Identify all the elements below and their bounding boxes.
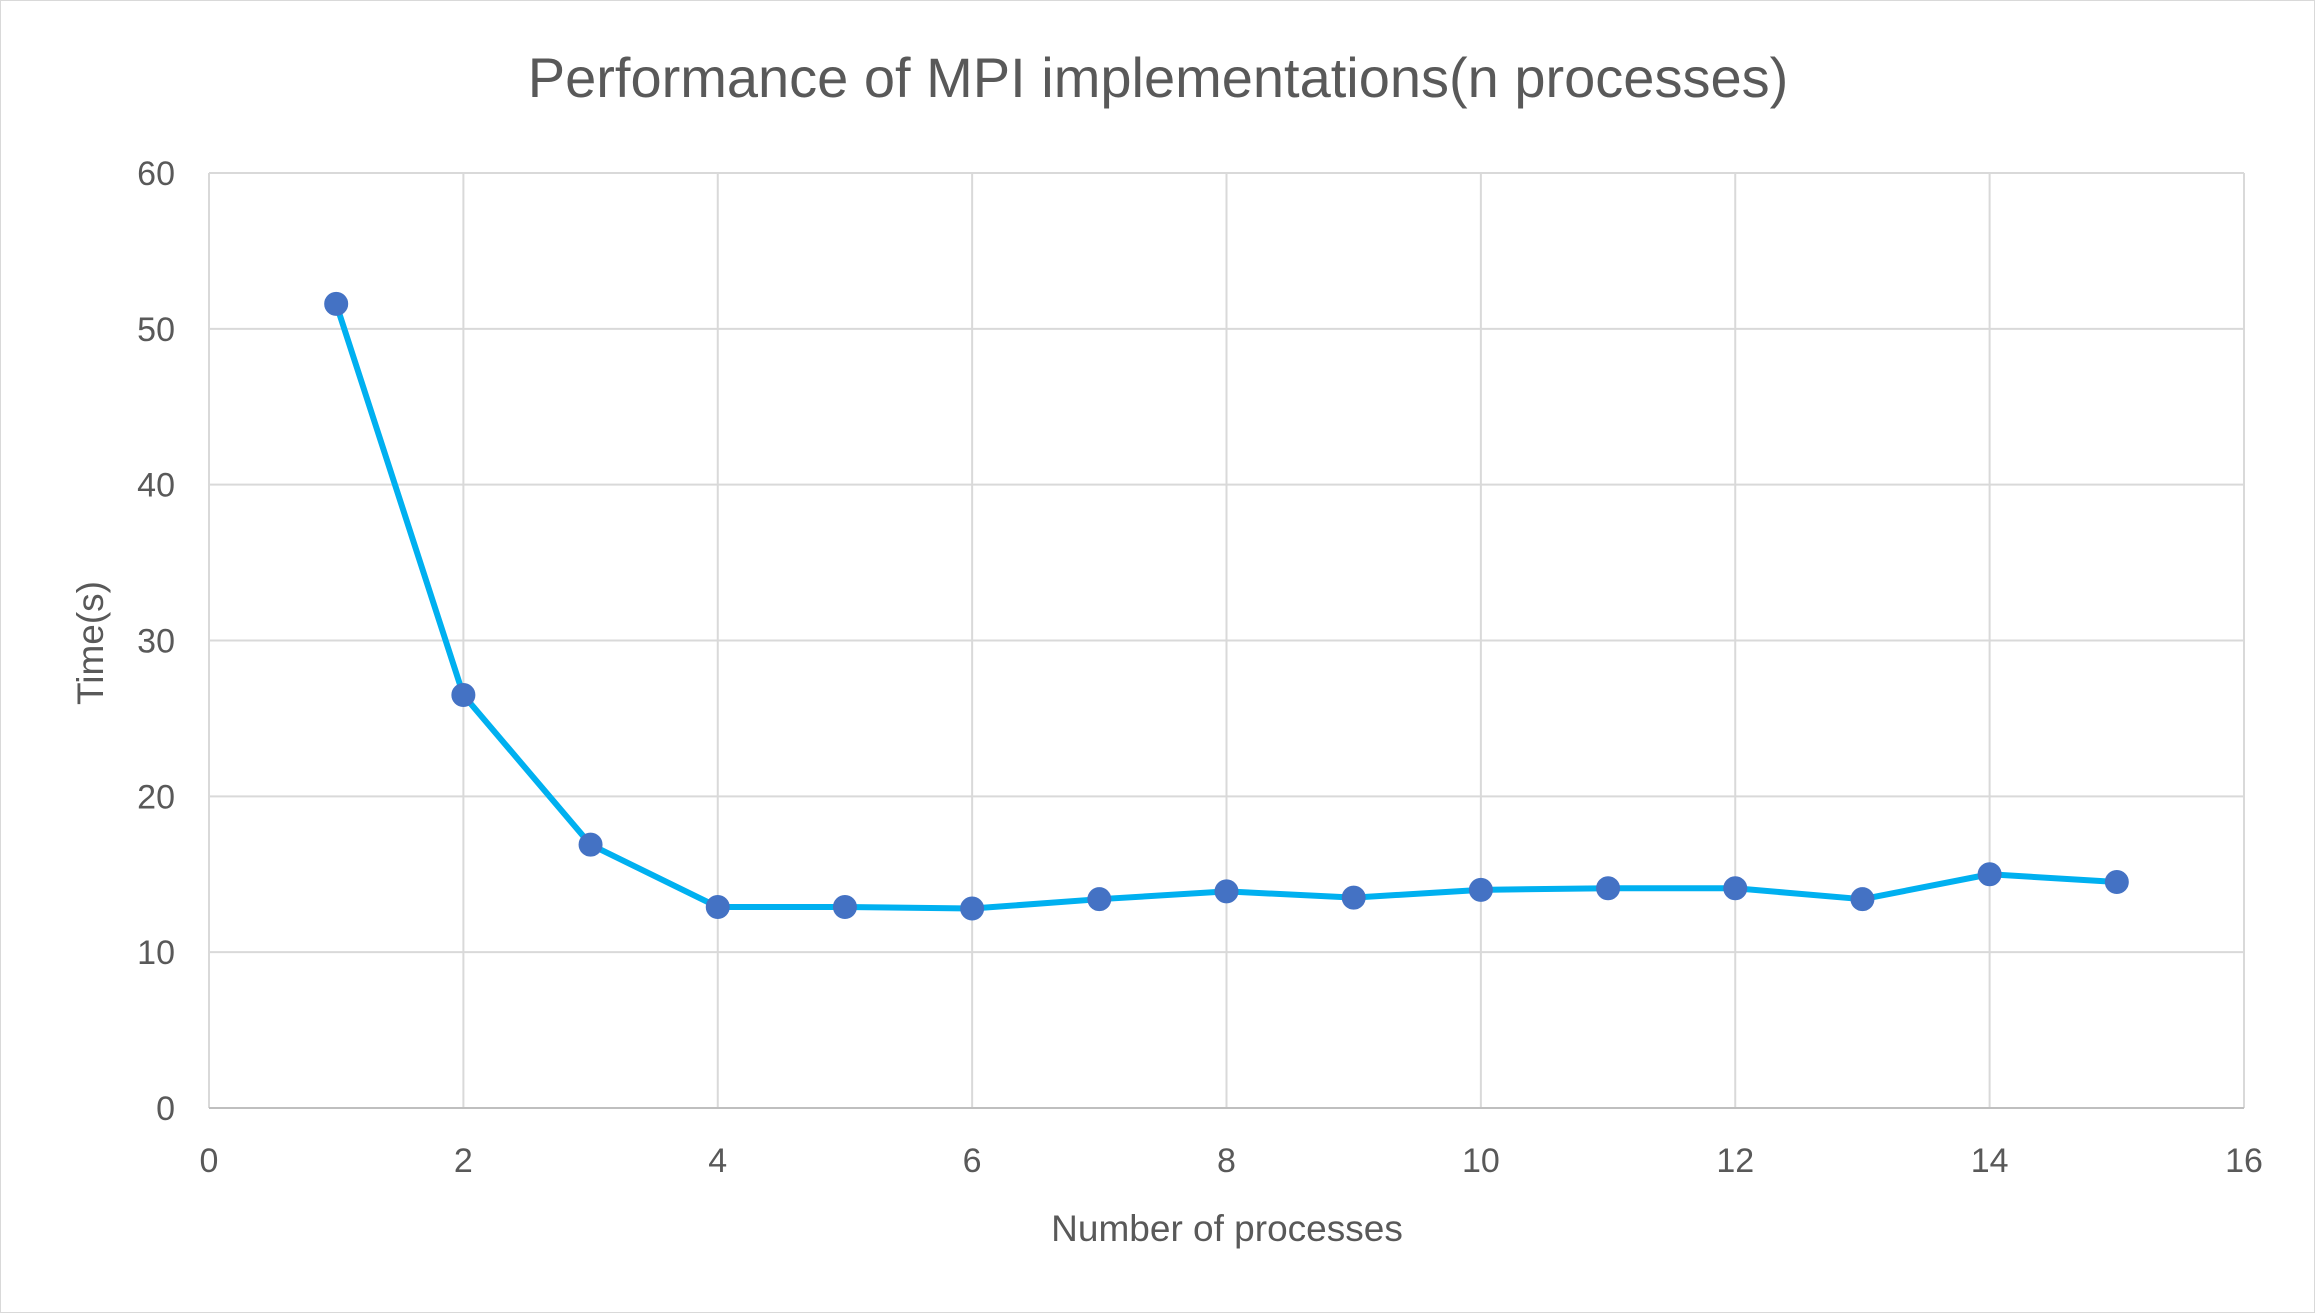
data-point xyxy=(1723,876,1748,901)
data-point xyxy=(960,896,985,921)
y-tick-label: 60 xyxy=(137,155,175,193)
y-tick-label: 0 xyxy=(156,1090,175,1128)
gridlines xyxy=(208,172,2245,1108)
data-point xyxy=(324,291,349,316)
x-tick-label: 4 xyxy=(708,1142,727,1180)
data-point xyxy=(1850,887,1875,912)
x-axis-title: Number of processes xyxy=(1051,1208,1403,1249)
x-tick-label: 2 xyxy=(454,1142,473,1180)
y-tick-label: 50 xyxy=(137,311,175,349)
x-tick-label: 8 xyxy=(1217,1142,1236,1180)
data-point xyxy=(705,894,730,919)
series xyxy=(324,291,2129,921)
data-point xyxy=(451,683,476,708)
data-point xyxy=(1087,887,1112,912)
x-tick-label: 12 xyxy=(1716,1142,1754,1180)
data-point xyxy=(1977,862,2002,887)
data-point xyxy=(1214,879,1239,904)
y-tick-label: 30 xyxy=(137,623,175,661)
data-point xyxy=(1341,885,1366,910)
x-tick-label: 6 xyxy=(963,1142,982,1180)
x-tick-label: 10 xyxy=(1462,1142,1500,1180)
x-tick-label: 16 xyxy=(2225,1142,2263,1180)
y-tick-label: 20 xyxy=(137,778,175,816)
tick-labels: 0 10 20 30 40 50 60 0 2 4 6 8 10 12 14 16 xyxy=(137,155,2263,1180)
data-point xyxy=(2104,870,2129,895)
chart-title: Performance of MPI implementations(n pro… xyxy=(528,46,1789,109)
y-tick-label: 10 xyxy=(137,934,175,972)
x-tick-label: 14 xyxy=(1971,1142,2009,1180)
y-tick-label: 40 xyxy=(137,467,175,505)
x-tick-label: 0 xyxy=(200,1142,219,1180)
data-point xyxy=(578,832,603,857)
y-axis-title: Time(s) xyxy=(70,581,111,705)
data-point xyxy=(832,894,857,919)
data-point xyxy=(1596,876,1621,901)
data-point xyxy=(1468,877,1493,902)
